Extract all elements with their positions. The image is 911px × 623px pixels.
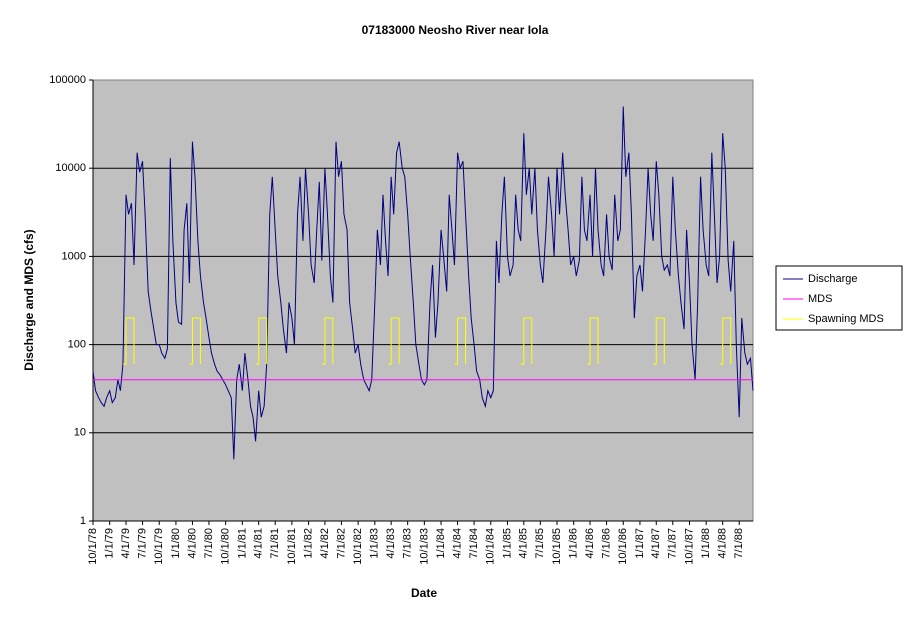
series-line [122, 317, 732, 365]
x-tick-label: 10/1/85 [551, 528, 563, 565]
x-tick-label: 1/1/83 [369, 528, 381, 559]
x-tick-label: 1/1/86 [568, 528, 580, 559]
x-tick-label: 7/1/83 [402, 528, 414, 559]
x-tick-label: 7/1/86 [600, 528, 612, 559]
y-tick-label: 100 [68, 339, 86, 351]
x-tick-label: 7/1/82 [335, 528, 347, 559]
y-tick-label: 100000 [49, 74, 86, 86]
y-tick-label: 10 [74, 427, 86, 439]
x-tick-label: 10/1/78 [87, 528, 99, 565]
x-tick-label: 4/1/86 [584, 528, 596, 559]
chart-title: 07183000 Neosho River near Iola [362, 23, 549, 37]
x-tick-label: 4/1/85 [518, 528, 530, 559]
x-tick-label: 4/1/81 [253, 528, 265, 559]
x-tick-label: 7/1/85 [534, 528, 546, 559]
x-tick-label: 1/1/87 [634, 528, 646, 559]
x-tick-label: 10/1/86 [617, 528, 629, 565]
x-tick-label: 7/1/80 [203, 528, 215, 559]
x-tick-label: 1/1/85 [501, 528, 513, 559]
x-tick-label: 10/1/82 [352, 528, 364, 565]
x-tick-label: 7/1/81 [269, 528, 281, 559]
x-tick-label: 10/1/83 [418, 528, 430, 565]
x-tick-label: 10/1/87 [683, 528, 695, 565]
y-tick-label: 10000 [55, 162, 86, 174]
x-tick-label: 10/1/80 [220, 528, 232, 565]
x-tick-label: 1/1/81 [236, 528, 248, 559]
x-tick-label: 4/1/84 [451, 528, 463, 559]
x-tick-label: 4/1/88 [717, 528, 729, 559]
x-tick-label: 10/1/84 [485, 528, 497, 565]
x-tick-label: 4/1/79 [120, 528, 132, 559]
x-tick-label: 10/1/81 [286, 528, 298, 565]
legend-label: Discharge [808, 273, 858, 285]
x-tick-label: 4/1/80 [186, 528, 198, 559]
x-tick-label: 4/1/83 [385, 528, 397, 559]
x-tick-label: 4/1/82 [319, 528, 331, 559]
x-tick-label: 1/1/82 [302, 528, 314, 559]
x-tick-label: 1/1/80 [170, 528, 182, 559]
x-tick-label: 1/1/88 [700, 528, 712, 559]
x-tick-label: 10/1/79 [153, 528, 165, 565]
x-tick-label: 7/1/84 [468, 528, 480, 559]
x-tick-label: 7/1/87 [667, 528, 679, 559]
x-tick-label: 7/1/88 [733, 528, 745, 559]
series-line [92, 106, 754, 460]
legend-label: MDS [808, 293, 832, 305]
x-tick-label: 7/1/79 [136, 528, 148, 559]
y-axis-label: Discharge and MDS (cfs) [22, 229, 36, 370]
y-tick-label: 1000 [62, 250, 86, 262]
x-tick-label: 1/1/79 [104, 528, 116, 559]
legend-label: Spawning MDS [808, 313, 884, 325]
y-tick-label: 1 [80, 515, 86, 527]
x-tick-label: 4/1/87 [650, 528, 662, 559]
x-tick-label: 1/1/84 [435, 528, 447, 559]
x-axis-label: Date [411, 586, 437, 600]
